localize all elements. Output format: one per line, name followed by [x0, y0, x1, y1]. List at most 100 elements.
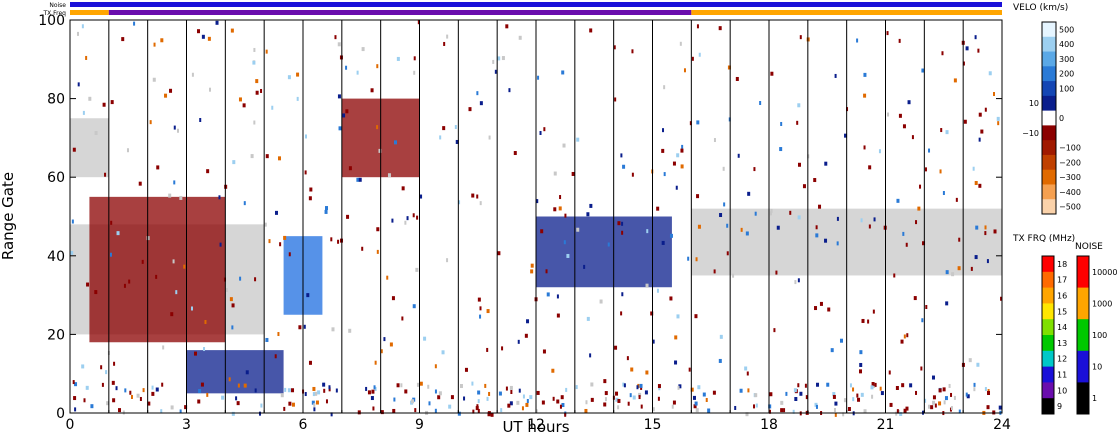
- speckle: [122, 410, 125, 415]
- speckle: [72, 147, 76, 152]
- speckle: [679, 41, 682, 46]
- speckle: [661, 148, 665, 153]
- txfreq-tick-label: 12: [1057, 355, 1067, 364]
- speckle: [207, 36, 211, 41]
- txfreq-bar-segment-2: [691, 10, 1002, 15]
- speckle: [694, 401, 698, 406]
- velo-tick-label: −500: [1059, 203, 1081, 212]
- speckle: [265, 49, 268, 54]
- speckle: [391, 218, 394, 223]
- speckle: [965, 46, 969, 51]
- speckle: [993, 92, 996, 97]
- txfreq-bar-segment-0: [70, 10, 109, 15]
- speckle: [168, 193, 172, 198]
- speckle: [902, 124, 906, 129]
- speckle: [895, 385, 899, 390]
- speckle: [966, 394, 970, 399]
- speckle: [978, 183, 982, 188]
- speckle: [130, 394, 133, 399]
- speckle: [201, 34, 205, 39]
- speckle: [556, 313, 560, 318]
- speckle: [863, 93, 867, 98]
- speckle: [615, 391, 619, 396]
- speckle: [73, 396, 77, 401]
- speckle: [459, 384, 463, 389]
- speckle: [389, 342, 393, 347]
- speckle: [203, 347, 206, 352]
- velo-tick-label: 0: [1059, 114, 1064, 123]
- speckle: [486, 309, 490, 314]
- speckle: [553, 171, 557, 176]
- speckle: [335, 388, 338, 393]
- speckle: [661, 240, 665, 245]
- speckle: [81, 364, 85, 369]
- speckle: [271, 105, 274, 110]
- speckle: [77, 82, 80, 87]
- speckle: [975, 225, 979, 230]
- speckle: [644, 390, 648, 395]
- speckle: [317, 390, 321, 395]
- speckle: [323, 388, 326, 393]
- speckle: [726, 223, 729, 228]
- speckle: [953, 395, 956, 400]
- speckle: [913, 296, 917, 301]
- speckle: [770, 71, 774, 76]
- speckle: [513, 151, 517, 156]
- speckle: [553, 207, 557, 212]
- txfreq-swatch: [1042, 303, 1054, 320]
- speckle: [871, 382, 875, 387]
- speckle: [446, 258, 449, 263]
- speckle: [147, 401, 151, 406]
- speckle: [325, 206, 329, 211]
- speckle: [128, 279, 131, 284]
- speckle: [304, 170, 307, 175]
- y-tick-label: 0: [56, 406, 65, 422]
- velo-swatch: [1042, 51, 1056, 67]
- x-tick-label: 0: [66, 417, 75, 433]
- speckle: [638, 395, 641, 400]
- speckle: [997, 121, 1000, 126]
- speckle: [129, 390, 132, 395]
- speckle: [856, 38, 859, 43]
- speckle: [863, 409, 867, 414]
- speckle: [313, 403, 316, 408]
- speckle: [477, 390, 481, 395]
- speckle: [183, 264, 186, 269]
- speckle: [879, 386, 882, 391]
- noise-tick-label: 10: [1092, 363, 1102, 372]
- speckle: [81, 24, 84, 29]
- speckle: [780, 408, 784, 413]
- velo-legend: VELO (km/s) 500400300200100100−10−100−20…: [1013, 3, 1081, 215]
- speckle: [255, 79, 259, 84]
- speckle: [589, 353, 592, 358]
- speckle: [361, 246, 364, 251]
- txfreq-swatch: [1042, 350, 1054, 368]
- txfreq-swatch: [1042, 287, 1054, 304]
- txfreq-tick-label: 14: [1057, 323, 1067, 332]
- speckle: [753, 404, 756, 409]
- speckle: [161, 382, 164, 387]
- speckle: [842, 412, 845, 417]
- speckle: [980, 129, 984, 134]
- speckle: [488, 135, 491, 140]
- speckle: [915, 390, 918, 395]
- speckle: [986, 405, 990, 410]
- speckle: [849, 383, 852, 388]
- speckle: [490, 412, 494, 417]
- speckle: [962, 61, 965, 66]
- speckle: [536, 390, 540, 395]
- speckle: [219, 242, 222, 247]
- speckle: [802, 184, 806, 189]
- speckle: [814, 402, 818, 407]
- noise-swatch: [1077, 319, 1089, 352]
- speckle: [169, 88, 173, 93]
- speckle: [888, 370, 891, 375]
- speckle: [535, 409, 538, 414]
- speckle: [896, 409, 899, 414]
- speckle: [337, 239, 340, 244]
- plot-area: 0 3 6 9 12 15 18 21 24 0 20 40 60 80 100: [38, 13, 1011, 433]
- speckle: [243, 201, 246, 206]
- speckle: [374, 386, 377, 391]
- speckle: [955, 197, 958, 202]
- speckle: [330, 412, 333, 417]
